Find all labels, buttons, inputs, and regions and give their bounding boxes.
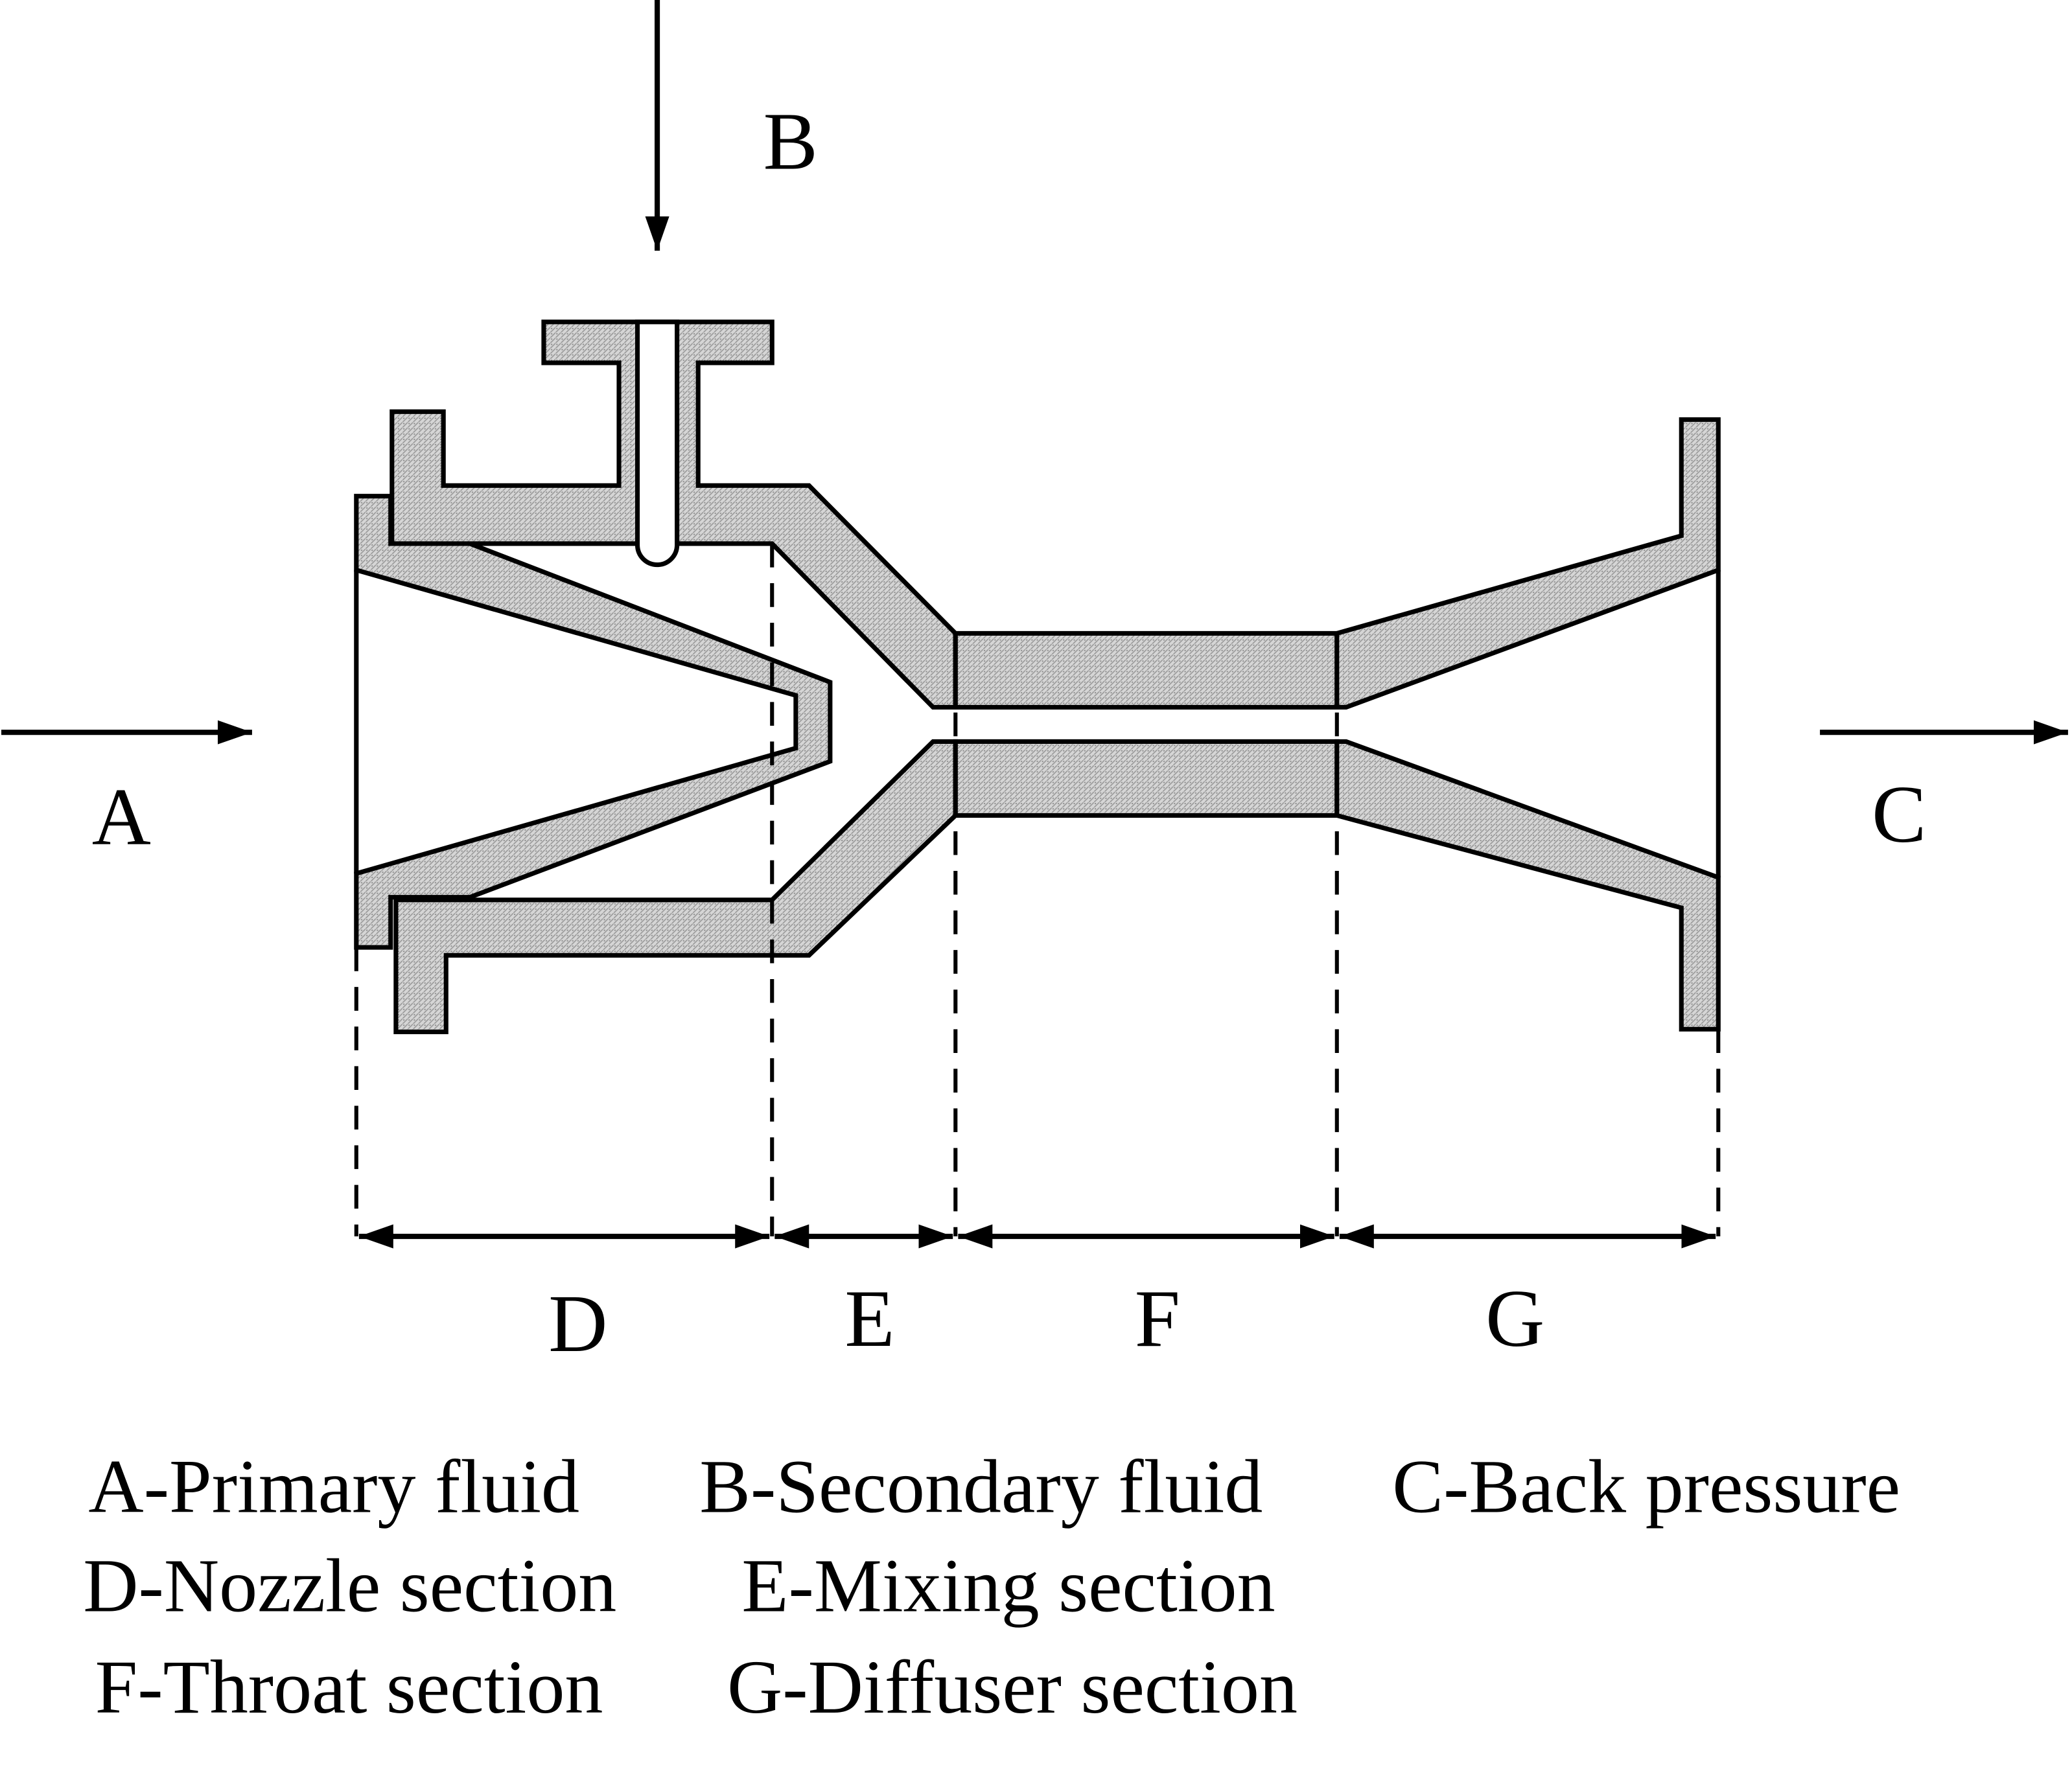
label-back-pressure: C xyxy=(1872,769,1926,860)
label-primary-fluid: A xyxy=(92,772,151,862)
secondary-inlet-bore xyxy=(634,319,680,568)
section-label-g: G xyxy=(1485,1273,1544,1364)
legend-item-c: C-Back pressure xyxy=(1392,1444,1900,1529)
diffuser-upper-wall xyxy=(1334,417,1721,710)
primary-nozzle xyxy=(354,494,833,950)
section-label-d: D xyxy=(548,1278,607,1369)
legend-item-a: A-Primary fluid xyxy=(88,1444,579,1529)
label-secondary-fluid: B xyxy=(763,97,818,187)
section-label-f: F xyxy=(1135,1273,1180,1364)
legend: A-Primary fluid B-Secondary fluid C-Back… xyxy=(83,1444,1900,1730)
diffuser-lower-wall xyxy=(1334,739,1721,1032)
section-label-e: E xyxy=(844,1273,894,1364)
throat-lower-wall xyxy=(953,739,1340,818)
legend-item-e: E-Mixing section xyxy=(741,1543,1275,1628)
legend-item-b: B-Secondary fluid xyxy=(699,1444,1263,1529)
legend-item-g: G-Diffuser section xyxy=(727,1645,1298,1729)
legend-item-d: D-Nozzle section xyxy=(83,1543,616,1628)
legend-item-f: F-Throat section xyxy=(95,1645,603,1729)
suction-chamber-lower xyxy=(393,739,958,1034)
throat-upper-wall xyxy=(953,630,1340,710)
